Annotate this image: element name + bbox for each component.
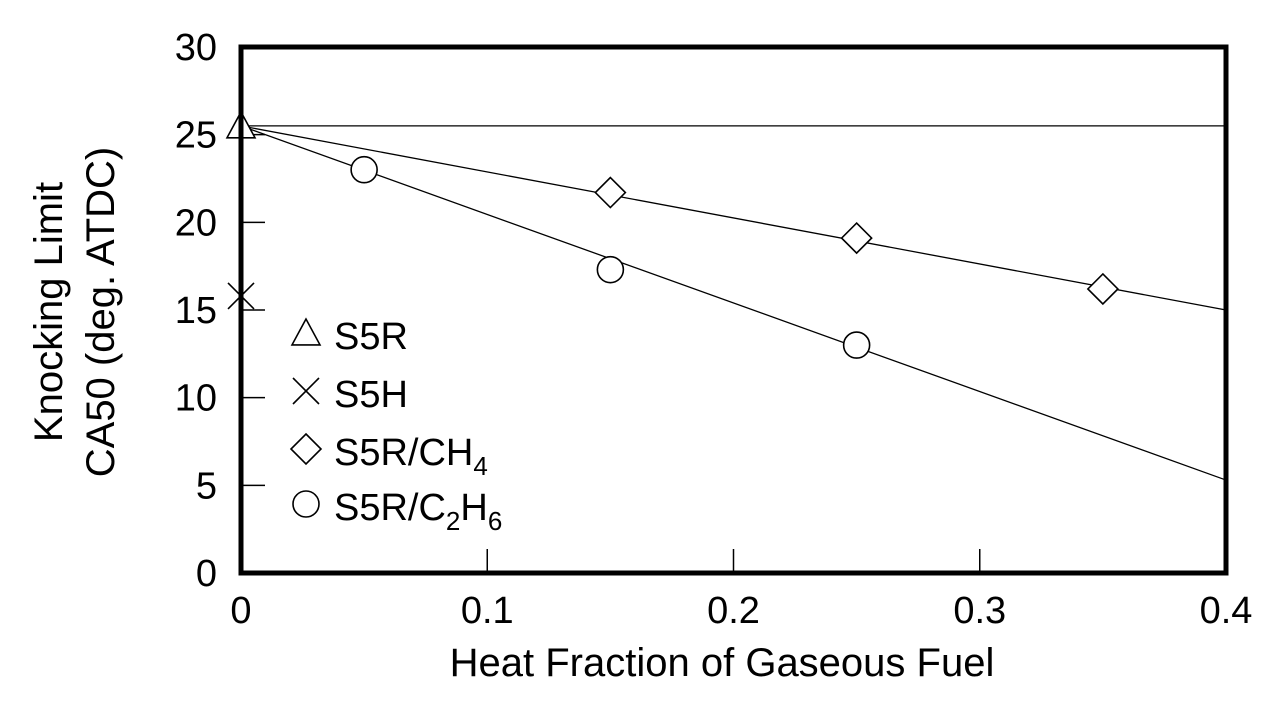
y-tick-label: 5 [196, 465, 217, 507]
x-tick-label: 0.4 [1200, 590, 1253, 632]
legend-diamond-marker [289, 432, 323, 466]
fit-line [240, 125, 1227, 311]
y-tick-labels: 0 5 10 15 20 25 30 [175, 27, 217, 595]
y-axis-title-line2: CA50 (deg. ATDC) [79, 147, 123, 478]
plot-frame [238, 44, 1229, 576]
legend-label-s5r: S5R [334, 316, 408, 358]
legend-label-s5r-ch4: S5R/CH4 [334, 432, 488, 481]
diamond-marker [1086, 272, 1120, 306]
x-tick-labels: 0 0.1 0.2 0.3 0.4 [230, 590, 1252, 632]
fit-lines [240, 125, 1227, 481]
legend-label-s5h: S5H [334, 374, 408, 416]
diamond-marker [594, 176, 627, 209]
diamond-marker [840, 221, 873, 255]
circle-marker [596, 255, 625, 284]
y-tick-label: 15 [175, 290, 217, 332]
x-axis-ticks [486, 549, 981, 573]
y-tick-label: 0 [196, 553, 217, 595]
y-tick-label: 25 [175, 115, 217, 157]
x-tick-label: 0.3 [953, 590, 1006, 632]
y-tick-label: 10 [175, 378, 217, 420]
y-axis-title-line1: Knocking Limit [27, 182, 71, 442]
legend: S5R S5H S5R/CH4 S5R/C2H6 [289, 316, 502, 536]
circle-marker [350, 155, 378, 184]
legend-triangle-marker [290, 317, 322, 346]
legend-circle-marker [292, 490, 320, 518]
circle-marker [842, 331, 871, 359]
x-axis-title: Heat Fraction of Gaseous Fuel [450, 641, 995, 685]
y-tick-label: 30 [175, 27, 217, 69]
y-axis-ticks [241, 133, 265, 487]
x-tick-label: 0.2 [707, 590, 760, 632]
legend-markers [289, 317, 323, 518]
fit-line [240, 125, 1227, 481]
x-tick-label: 0.1 [461, 590, 514, 632]
legend-label-s5r-c2h6: S5R/C2H6 [334, 487, 502, 536]
x-tick-label: 0 [230, 590, 251, 632]
y-tick-label: 20 [175, 202, 217, 244]
legend-x-marker [292, 377, 320, 405]
